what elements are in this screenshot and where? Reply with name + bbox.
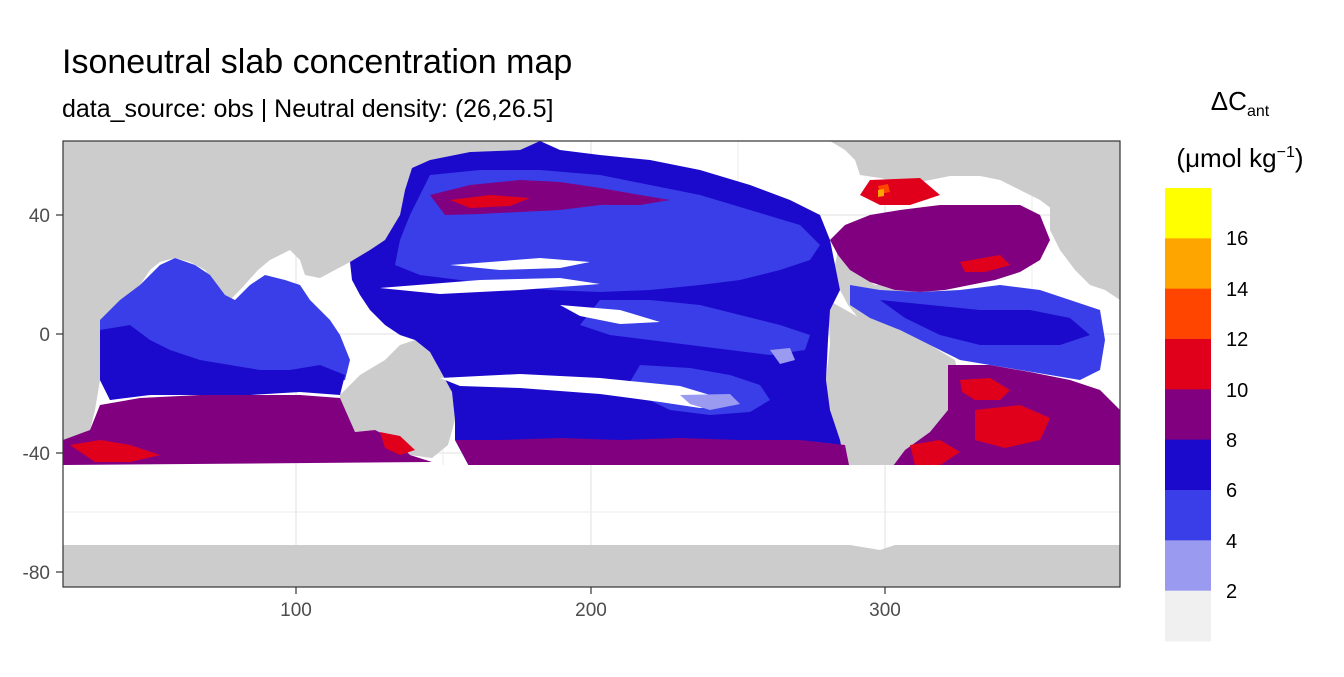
europe-land <box>1050 195 1120 300</box>
chart-subtitle: data_source: obs | Neutral density: (26,… <box>62 95 554 123</box>
north-atlantic-10-12 <box>960 255 1010 272</box>
southern-indian-8-10 <box>63 395 432 465</box>
legend-bin <box>1165 339 1211 390</box>
south-america-land <box>826 300 960 500</box>
north-america-north-land <box>830 141 1120 240</box>
y-tick-label: 40 <box>29 206 50 227</box>
y-tick-label: -40 <box>23 444 50 465</box>
legend-title: ΔCant <box>1210 86 1270 120</box>
no-data-streak-2 <box>560 305 660 324</box>
labrador-10-12 <box>860 178 940 205</box>
no-data-edge <box>680 394 740 410</box>
antarctica-land <box>63 540 1120 587</box>
pacific-2-4-patch <box>770 348 795 364</box>
australia-land <box>340 340 455 458</box>
tropical-atlantic-6-8 <box>880 300 1090 345</box>
equatorial-pacific-4-6 <box>580 300 810 355</box>
north-atlantic-8-10 <box>830 205 1050 292</box>
legend-break-label: 12 <box>1226 329 1249 351</box>
legend-unit: (μmol kg−1) <box>1176 143 1304 173</box>
north-pacific-10-12 <box>450 195 530 208</box>
legend-colorbar <box>1165 188 1211 642</box>
land-layer <box>63 141 1120 587</box>
legend-break-label: 8 <box>1226 430 1238 452</box>
axis-ticks <box>56 214 886 594</box>
legend-bin <box>1165 389 1211 441</box>
labrador-14-16 <box>878 189 884 197</box>
south-atlantic-10-12-a <box>960 378 1010 400</box>
x-tick-label: 300 <box>869 600 901 621</box>
southern-indian-10-12-b <box>380 432 415 455</box>
legend-bin <box>1165 540 1211 592</box>
legend-break-label: 16 <box>1226 228 1249 250</box>
x-tick-label: 200 <box>575 600 607 621</box>
legend-bin <box>1165 288 1211 340</box>
no-data-streak-1 <box>380 278 600 294</box>
indian-ocean-6-8 <box>100 325 345 400</box>
legend-break-label: 4 <box>1226 531 1238 553</box>
legend-bin <box>1165 439 1211 491</box>
concentration-layer <box>63 141 1120 545</box>
legend-bin <box>1165 238 1211 290</box>
no-data-streak-4 <box>450 258 590 270</box>
southern-indian-10-12-a <box>70 440 160 462</box>
africa-land <box>63 300 105 438</box>
x-tick-label: 100 <box>280 600 312 621</box>
y-tick-label: -80 <box>23 563 50 584</box>
legend-bin <box>1165 490 1211 541</box>
legend-break-label: 2 <box>1226 581 1238 603</box>
no-data-streak-3 <box>440 374 735 408</box>
legend-bin <box>1165 188 1211 239</box>
legend-break-label: 14 <box>1226 279 1249 301</box>
legend-bin <box>1165 590 1211 642</box>
legend-break-label: 10 <box>1226 380 1249 402</box>
legend-break-label: 6 <box>1226 480 1238 502</box>
y-tick-label: 0 <box>39 325 50 346</box>
south-atlantic-10-12-c <box>910 440 960 465</box>
eurasia-africa-land <box>63 141 540 440</box>
chart-title: Isoneutral slab concentration map <box>62 43 573 81</box>
map-layers <box>63 141 1120 587</box>
south-atlantic-10-12-b <box>975 405 1050 448</box>
